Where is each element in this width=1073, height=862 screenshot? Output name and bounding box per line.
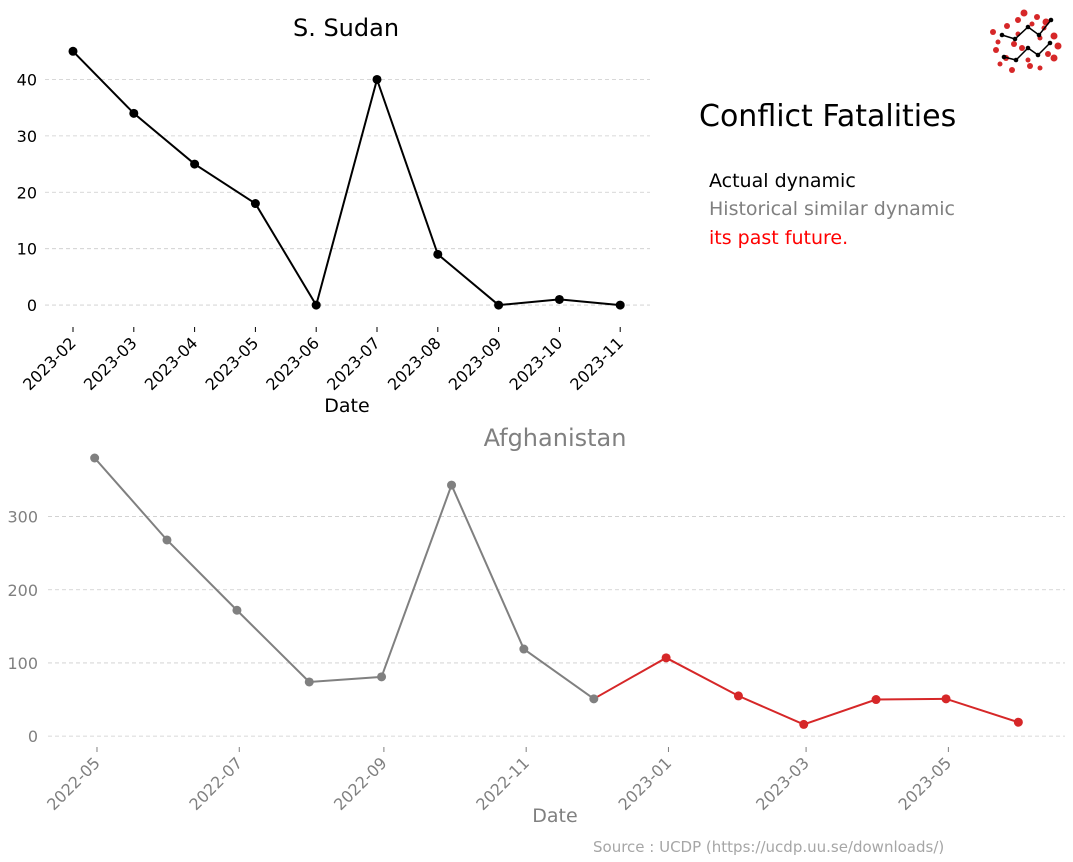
logo-dot [1009,67,1015,73]
data-point-future [941,694,951,704]
x-tick-label: 2023-09 [445,333,506,394]
logo-dot [1004,23,1010,29]
x-tick-label: 2023-05 [894,753,955,814]
x-tick-label: 2023-01 [615,753,676,814]
legend-historical: Historical similar dynamic [709,198,955,220]
logo-point [999,32,1005,38]
logo-dot [1015,17,1021,23]
logo-dot [997,61,1003,67]
logo-dot [1050,54,1058,62]
y-tick-label: 200 [7,581,38,600]
x-tick-label: 2023-11 [566,333,627,394]
data-point-historical [519,644,529,654]
logo-dot [1029,21,1035,27]
logo-dot [990,29,996,35]
data-point-future [1013,717,1023,727]
data-point [494,300,504,310]
x-tick-label: 2022-09 [330,753,391,814]
x-tick-label: 2023-04 [141,333,202,394]
data-point [129,108,139,118]
source-note: Source : UCDP (https://ucdp.uu.se/downlo… [593,838,945,856]
legend-actual: Actual dynamic [709,170,856,192]
logo-dot [995,39,1001,45]
y-tick-label: 100 [7,654,38,673]
data-point [433,249,443,259]
chart-title: Afghanistan [484,424,627,452]
logo-dot [1037,65,1043,71]
logo-dot [1025,57,1031,63]
data-point-future [799,719,809,729]
chart-logo-icon [990,9,1062,73]
logo-point [1025,45,1031,51]
data-point-historical [589,694,599,704]
logo-dot [1019,45,1025,51]
y-tick-label: 20 [17,183,37,202]
chart-afghanistan: 0 100 200 300 2022-05 2022-07 2022-09 2022-11 20… [7,424,1065,827]
data-point-future [661,653,671,663]
logo-dot [1054,42,1062,50]
x-tick-label: 2022-05 [43,753,104,814]
data-point [250,199,260,209]
data-point-historical [162,535,172,545]
x-axis-label: Date [324,395,369,417]
logo-dot [1050,32,1058,40]
x-tick-label: 2023-06 [262,333,323,394]
series-line-future [593,656,1019,726]
data-point-future [871,695,881,705]
logo-dot [1027,63,1033,69]
chart-title: S. Sudan [293,14,399,42]
data-point [554,294,564,304]
data-point [68,46,78,56]
logo-line [1003,42,1051,61]
data-point-future [733,691,743,701]
series-line-historical [93,457,595,700]
data-point-historical [447,480,457,490]
logo-point [1035,52,1041,58]
x-tick-label: 2023-03 [80,333,141,394]
logo-dot [1020,9,1028,17]
data-point-historical [304,677,314,687]
logo-point [1013,57,1019,63]
x-tick-label: 2023-10 [506,333,567,394]
y-tick-label: 0 [28,727,38,746]
x-tick-label: 2022-11 [472,753,533,814]
logo-dot [993,47,999,53]
x-tick-label: 2023-03 [752,753,813,814]
series-line [72,50,621,308]
y-tick-label: 300 [7,508,38,527]
data-point [372,74,382,84]
x-axis-label: Date [532,805,577,827]
x-tick-label: 2023-08 [384,333,445,394]
logo-dot [1045,51,1051,57]
main-title: Conflict Fatalities [699,99,957,134]
y-tick-label: 30 [17,127,37,146]
logo-dot [1011,41,1017,47]
logo-point [1036,32,1042,38]
data-point [190,159,200,169]
data-point [311,300,321,310]
x-tick-label: 2022-07 [185,753,246,814]
x-tick-label: 2023-05 [202,333,263,394]
legend-future: its past future. [709,227,849,249]
data-point-historical [90,453,100,463]
logo-point [1047,40,1053,46]
logo-point [1048,17,1054,23]
data-point-historical [377,672,387,682]
y-tick-label: 40 [17,70,37,89]
logo-point [1012,36,1018,42]
y-tick-label: 0 [27,296,37,315]
logo-dot [1034,14,1040,20]
logo-point [1001,54,1007,60]
y-tick-label: 10 [17,240,37,259]
x-tick-label: 2023-07 [323,333,384,394]
data-point-historical [232,605,242,615]
logo-point [1025,24,1031,30]
data-point [615,300,625,310]
x-tick-label: 2023-02 [19,333,80,394]
